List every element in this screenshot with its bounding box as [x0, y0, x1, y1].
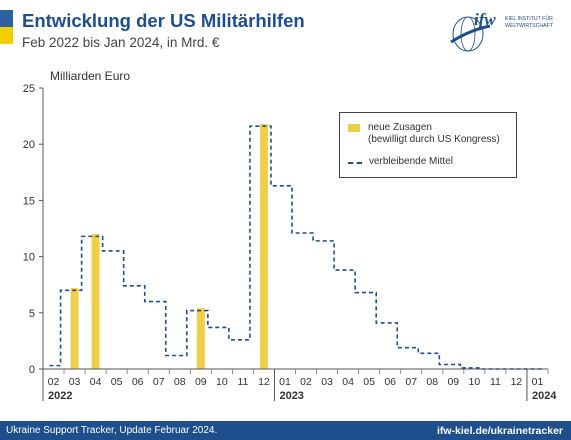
- y-tick-label: 25: [23, 83, 35, 95]
- x-tick-label: 11: [490, 376, 501, 388]
- chart-title: Entwicklung der US Militärhilfen: [22, 10, 305, 31]
- legend-item-line: verbleibende Mittel: [348, 156, 453, 168]
- x-tick-label: 05: [111, 376, 123, 388]
- x-tick-label: 09: [195, 376, 207, 388]
- year-label: 2022: [48, 390, 72, 402]
- x-tick-label: 10: [469, 376, 481, 388]
- x-tick-label: 12: [258, 376, 270, 388]
- x-tick-label: 12: [511, 376, 523, 388]
- x-tick-label: 11: [237, 376, 248, 388]
- bars: [70, 123, 268, 369]
- y-axis: 0 5 10 15 20 25: [23, 83, 44, 376]
- x-tick-label: 10: [216, 376, 228, 388]
- ifw-logo: ifw KIEL INSTITUT FÜR WELTWIRTSCHAFT: [450, 10, 554, 52]
- step-line: [49, 125, 545, 370]
- legend-line-label: verbleibende Mittel: [369, 156, 453, 167]
- legend-line-swatch: [348, 162, 362, 164]
- x-tick-label: 05: [363, 376, 375, 388]
- x-tick-label: 04: [342, 376, 354, 388]
- year-label: 2023: [279, 390, 303, 402]
- footer: Ukraine Support Tracker, Update Februar …: [0, 421, 571, 440]
- y-tick-label: 10: [23, 252, 35, 264]
- x-tick-label: 09: [447, 376, 459, 388]
- legend-bar-label-1: neue Zusagen: [368, 122, 432, 133]
- chart-subtitle: Feb 2022 bis Jan 2024, in Mrd. €: [22, 35, 220, 50]
- x-tick-label: 06: [384, 376, 396, 388]
- bar: [70, 288, 79, 369]
- bar: [91, 234, 100, 369]
- y-tick-label: 0: [29, 364, 35, 376]
- x-tick-label: 01: [532, 376, 544, 388]
- y-tick-label: 15: [23, 195, 35, 207]
- bar: [196, 308, 205, 369]
- legend: neue Zusagen (bewilligt durch US Kongres…: [339, 112, 517, 178]
- x-tick-label: 08: [174, 376, 186, 388]
- logo-line1: KIEL INSTITUT FÜR: [505, 15, 553, 22]
- x-tick-label: 08: [426, 376, 438, 388]
- x-tick-label: 03: [69, 376, 81, 388]
- x-tick-label: 01: [279, 376, 291, 388]
- x-tick-label: 03: [321, 376, 333, 388]
- legend-item-bars: neue Zusagen (bewilligt durch US Kongres…: [348, 122, 500, 146]
- y-axis-label: Milliarden Euro: [50, 69, 130, 83]
- legend-bar-swatch: [348, 124, 360, 132]
- legend-bar-label-2: (bewilligt durch US Kongress): [368, 134, 500, 145]
- year-label: 2024: [532, 390, 557, 402]
- x-tick-label: 07: [405, 376, 417, 388]
- logo-mark: ifw: [474, 10, 496, 29]
- footer-source: Ukraine Support Tracker, Update Februar …: [6, 425, 218, 436]
- x-tick-label: 02: [48, 376, 60, 388]
- y-tick-label: 20: [23, 139, 35, 151]
- footer-link[interactable]: ifw-kiel.de/ukrainetracker: [436, 424, 563, 437]
- y-tick-label: 5: [29, 308, 35, 320]
- x-tick-label: 06: [132, 376, 144, 388]
- remaining-funds-line: [49, 125, 545, 370]
- ukraine-flag: [0, 10, 13, 44]
- x-tick-label: 04: [90, 376, 102, 388]
- x-axis: 02 03 04 05 06 07 08 09 10 11 12 01 02 03 04 05 06 07 08 09…: [42, 368, 557, 402]
- logo-line2: WELTWIRTSCHAFT: [505, 23, 554, 29]
- bar: [259, 123, 268, 369]
- x-tick-label: 07: [153, 376, 165, 388]
- x-tick-label: 02: [300, 376, 312, 388]
